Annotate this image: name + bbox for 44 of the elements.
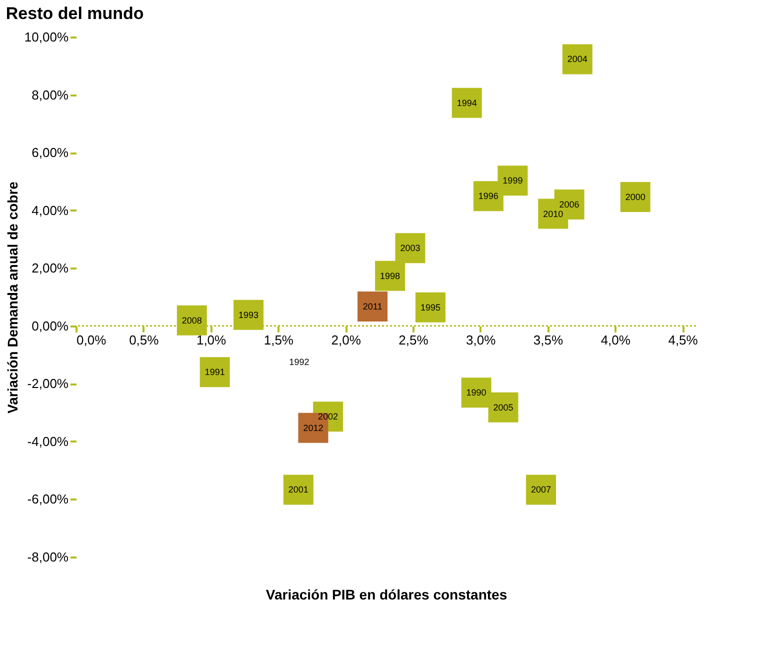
annotation: 1998 [380,270,400,281]
y-tick-label: 2,00% [32,260,69,276]
y-tick-label: 4,00% [32,202,69,218]
annotation: 2003 [400,243,420,254]
y-tick-label: -6,00% [27,492,69,507]
x-tick-label: 3,0% [466,332,496,348]
annotation: 1990 [466,388,486,398]
annotation: 2000 [625,192,646,202]
x-tick-label: 4,0% [600,332,631,348]
annotation: 1999 [502,176,523,186]
y-tick-label: 8,00% [32,87,69,102]
annotation: 1994 [456,98,477,108]
y-tick-label: 6,00% [32,145,69,160]
annotation: 2001 [288,484,308,495]
annotation: 2012 [303,422,324,433]
annotation: 1993 [238,310,259,320]
annotation: 1995 [420,302,440,312]
x-tick-label: 0,0% [76,332,107,348]
chart-title: Resto del mundo [6,4,144,23]
y-tick-label: -4,00% [27,434,69,449]
annotation: 2007 [530,484,552,495]
y-tick-label: -8,00% [27,550,69,564]
x-tick-label: 3,5% [533,332,564,348]
annotation: 2010 [543,208,564,219]
y-axis-title: Variación Demanda anual de cobre [4,181,20,414]
annotation: 1991 [204,367,225,378]
annotation: 1992 [289,356,310,367]
x-tick-label: 2,5% [398,332,429,348]
annotation: 2008 [182,315,202,326]
x-tick-label: 4,5% [668,332,698,348]
y-tick-label: -2,00% [27,376,69,392]
y-tick-label: 0,00% [32,318,69,334]
annotation: 2011 [362,302,382,312]
annotation: 2004 [567,54,588,64]
annotation: 1996 [478,191,498,202]
x-tick-label: 0,5% [129,332,160,348]
x-axis-title: Variación PIB en dólares constantes [266,586,508,602]
x-tick-label: 1,5% [264,332,294,348]
x-tick-label: 2,0% [331,332,362,348]
annotation: 2002 [318,412,338,422]
annotation: 2006 [559,200,580,210]
x-tick-label: 1,0% [196,332,227,348]
y-tick-label: 10,00% [24,30,69,44]
annotation: 2005 [493,402,514,412]
